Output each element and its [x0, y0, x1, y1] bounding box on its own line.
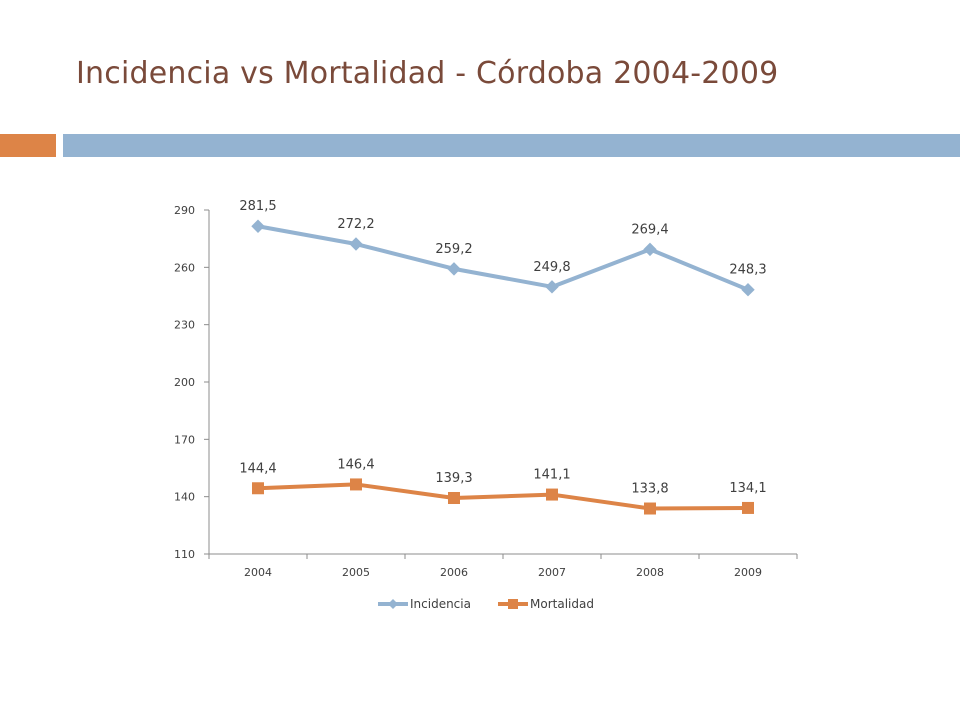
data-point-incidencia	[251, 219, 265, 233]
data-point-incidencia	[349, 237, 363, 251]
accent-bar-blue	[63, 134, 960, 157]
legend-label-mortalidad: Mortalidad	[530, 597, 594, 611]
x-tick-label: 2006	[440, 566, 468, 579]
data-label-mortalidad: 146,4	[337, 457, 374, 472]
data-point-mortalidad	[742, 501, 754, 514]
data-point-incidencia	[643, 242, 657, 257]
data-label-mortalidad: 144,4	[239, 461, 276, 476]
data-point-incidencia	[741, 282, 755, 297]
data-label-mortalidad: 139,3	[435, 471, 472, 486]
data-label-incidencia: 259,2	[435, 242, 472, 257]
y-tick-label: 260	[174, 261, 195, 274]
data-label-incidencia: 248,3	[729, 263, 766, 278]
data-label-incidencia: 269,4	[631, 222, 668, 237]
legend-marker-incidencia	[388, 599, 398, 609]
x-tick-label: 2004	[244, 566, 272, 579]
data-point-mortalidad	[448, 492, 460, 505]
x-tick-label: 2007	[538, 566, 566, 579]
x-tick-label: 2005	[342, 566, 370, 579]
legend-label-incidencia: Incidencia	[410, 597, 471, 611]
y-tick-label: 290	[174, 204, 195, 217]
y-tick-label: 140	[174, 491, 195, 504]
x-tick-label: 2008	[636, 566, 664, 579]
data-point-mortalidad	[644, 502, 656, 515]
data-label-incidencia: 281,5	[239, 199, 276, 214]
x-tick-label: 2009	[734, 566, 762, 579]
data-label-mortalidad: 133,8	[631, 482, 668, 497]
slide-title: Incidencia vs Mortalidad - Córdoba 2004-…	[76, 56, 779, 91]
y-tick-label: 110	[174, 548, 195, 561]
data-label-incidencia: 249,8	[533, 260, 570, 275]
data-label-incidencia: 272,2	[337, 217, 374, 232]
series-line-mortalidad	[256, 482, 750, 511]
data-point-mortalidad	[546, 488, 558, 501]
accent-bar-orange	[0, 134, 56, 157]
y-tick-label: 170	[174, 433, 195, 446]
series-line-incidencia	[256, 224, 750, 292]
y-tick-label: 200	[174, 376, 195, 389]
data-label-mortalidad: 134,1	[729, 481, 766, 496]
data-point-incidencia	[447, 262, 461, 276]
data-point-incidencia	[545, 280, 559, 294]
y-tick-label: 230	[174, 319, 195, 332]
data-point-mortalidad	[252, 482, 264, 495]
data-point-mortalidad	[350, 478, 362, 491]
legend-marker-mortalidad	[508, 599, 518, 609]
data-label-mortalidad: 141,1	[533, 468, 570, 483]
